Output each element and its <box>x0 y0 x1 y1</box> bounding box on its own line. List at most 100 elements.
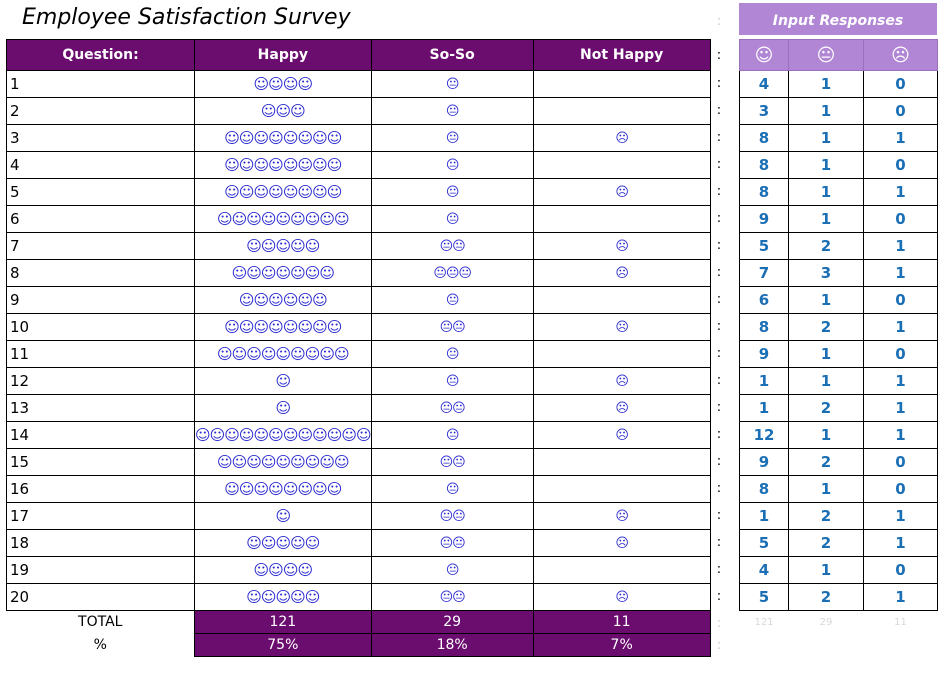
input-soso-count[interactable]: 1 <box>788 421 864 449</box>
soso-cell[interactable]: 😐😐 <box>370 313 534 341</box>
input-happy-count[interactable]: 9 <box>739 340 789 368</box>
nothappy-cell[interactable] <box>532 151 711 179</box>
nothappy-cell[interactable]: ☹ <box>532 124 711 152</box>
happy-cell[interactable]: ☺☺☺☺ <box>194 556 372 584</box>
percent-soso[interactable]: 18% <box>370 633 534 657</box>
input-soso-count[interactable]: 1 <box>788 151 864 179</box>
happy-cell[interactable]: ☺☺☺☺☺ <box>194 232 372 260</box>
soso-cell[interactable]: 😐 <box>370 556 534 584</box>
input-nothappy-count[interactable]: 0 <box>863 205 938 233</box>
input-nothappy-count[interactable]: 0 <box>863 475 938 503</box>
question-cell[interactable]: 6 <box>6 205 195 233</box>
nothappy-cell[interactable] <box>532 475 711 503</box>
nothappy-cell[interactable]: ☹ <box>532 583 711 611</box>
header-nothappy[interactable]: Not Happy <box>532 39 711 71</box>
soso-cell[interactable]: 😐 <box>370 205 534 233</box>
percent-nothappy[interactable]: 7% <box>532 633 711 657</box>
question-cell[interactable]: 3 <box>6 124 195 152</box>
input-soso-count[interactable]: 2 <box>788 394 864 422</box>
input-soso-count[interactable]: 1 <box>788 70 864 98</box>
input-nothappy-count[interactable]: 0 <box>863 70 938 98</box>
soso-cell[interactable]: 😐 <box>370 421 534 449</box>
input-happy-count[interactable]: 8 <box>739 475 789 503</box>
soso-cell[interactable]: 😐 <box>370 286 534 314</box>
question-cell[interactable]: 12 <box>6 367 195 395</box>
happy-cell[interactable]: ☺☺☺☺☺☺☺☺☺ <box>194 448 372 476</box>
question-cell[interactable]: 17 <box>6 502 195 530</box>
happy-cell[interactable]: ☺☺☺☺☺☺☺☺☺ <box>194 205 372 233</box>
nothappy-cell[interactable]: ☹ <box>532 232 711 260</box>
input-happy-count[interactable]: 9 <box>739 448 789 476</box>
nothappy-cell[interactable] <box>532 286 711 314</box>
nothappy-cell[interactable] <box>532 556 711 584</box>
question-cell[interactable]: 13 <box>6 394 195 422</box>
input-soso-count[interactable]: 2 <box>788 502 864 530</box>
input-soso-count[interactable]: 3 <box>788 259 864 287</box>
input-happy-count[interactable]: 5 <box>739 583 789 611</box>
nothappy-cell[interactable]: ☹ <box>532 529 711 557</box>
input-nothappy-count[interactable]: 1 <box>863 394 938 422</box>
input-happy-count[interactable]: 6 <box>739 286 789 314</box>
nothappy-cell[interactable] <box>532 340 711 368</box>
input-nothappy-count[interactable]: 1 <box>863 313 938 341</box>
happy-cell[interactable]: ☺☺☺☺☺☺☺☺☺☺☺☺ <box>194 421 372 449</box>
input-nothappy-count[interactable]: 1 <box>863 367 938 395</box>
question-cell[interactable]: 14 <box>6 421 195 449</box>
input-soso-count[interactable]: 2 <box>788 529 864 557</box>
happy-cell[interactable]: ☺☺☺☺☺☺☺☺ <box>194 178 372 206</box>
input-nothappy-count[interactable]: 0 <box>863 556 938 584</box>
question-cell[interactable]: 10 <box>6 313 195 341</box>
input-nothappy-count[interactable]: 1 <box>863 502 938 530</box>
header-question[interactable]: Question: <box>6 39 195 71</box>
input-soso-count[interactable]: 2 <box>788 448 864 476</box>
input-happy-count[interactable]: 1 <box>739 394 789 422</box>
input-happy-count[interactable]: 3 <box>739 97 789 125</box>
nothappy-cell[interactable]: ☹ <box>532 367 711 395</box>
happy-cell[interactable]: ☺☺☺☺☺ <box>194 529 372 557</box>
happy-cell[interactable]: ☺☺☺☺ <box>194 70 372 98</box>
input-nothappy-count[interactable]: 1 <box>863 529 938 557</box>
input-soso-count[interactable]: 1 <box>788 124 864 152</box>
soso-cell[interactable]: 😐 <box>370 70 534 98</box>
input-happy-count[interactable]: 9 <box>739 205 789 233</box>
soso-cell[interactable]: 😐😐 <box>370 502 534 530</box>
input-nothappy-count[interactable]: 1 <box>863 259 938 287</box>
input-nothappy-count[interactable]: 0 <box>863 340 938 368</box>
input-happy-count[interactable]: 1 <box>739 367 789 395</box>
nothappy-cell[interactable]: ☹ <box>532 421 711 449</box>
nothappy-cell[interactable]: ☹ <box>532 259 711 287</box>
sad-face-icon[interactable]: ☹ <box>863 39 938 71</box>
question-cell[interactable]: 11 <box>6 340 195 368</box>
soso-cell[interactable]: 😐 <box>370 340 534 368</box>
soso-cell[interactable]: 😐 <box>370 151 534 179</box>
question-cell[interactable]: 19 <box>6 556 195 584</box>
input-nothappy-count[interactable]: 1 <box>863 583 938 611</box>
input-soso-count[interactable]: 1 <box>788 205 864 233</box>
soso-cell[interactable]: 😐 <box>370 124 534 152</box>
input-nothappy-count[interactable]: 1 <box>863 421 938 449</box>
question-cell[interactable]: 9 <box>6 286 195 314</box>
nothappy-cell[interactable]: ☹ <box>532 178 711 206</box>
soso-cell[interactable]: 😐😐😐 <box>370 259 534 287</box>
nothappy-cell[interactable]: ☹ <box>532 394 711 422</box>
soso-cell[interactable]: 😐😐 <box>370 583 534 611</box>
percent-label[interactable]: % <box>93 637 107 653</box>
input-nothappy-count[interactable]: 1 <box>863 124 938 152</box>
input-soso-count[interactable]: 1 <box>788 178 864 206</box>
input-happy-count[interactable]: 7 <box>739 259 789 287</box>
header-happy[interactable]: Happy <box>194 39 372 71</box>
soso-cell[interactable]: 😐 <box>370 367 534 395</box>
input-happy-count[interactable]: 5 <box>739 232 789 260</box>
question-cell[interactable]: 18 <box>6 529 195 557</box>
input-happy-count[interactable]: 8 <box>739 124 789 152</box>
input-soso-count[interactable]: 1 <box>788 286 864 314</box>
nothappy-cell[interactable] <box>532 205 711 233</box>
total-happy[interactable]: 121 <box>194 610 372 634</box>
question-cell[interactable]: 15 <box>6 448 195 476</box>
input-soso-count[interactable]: 2 <box>788 313 864 341</box>
nothappy-cell[interactable] <box>532 70 711 98</box>
nothappy-cell[interactable]: ☹ <box>532 313 711 341</box>
input-soso-count[interactable]: 1 <box>788 556 864 584</box>
happy-cell[interactable]: ☺☺☺☺☺☺☺☺ <box>194 124 372 152</box>
neutral-face-icon[interactable]: 😐 <box>788 39 864 71</box>
